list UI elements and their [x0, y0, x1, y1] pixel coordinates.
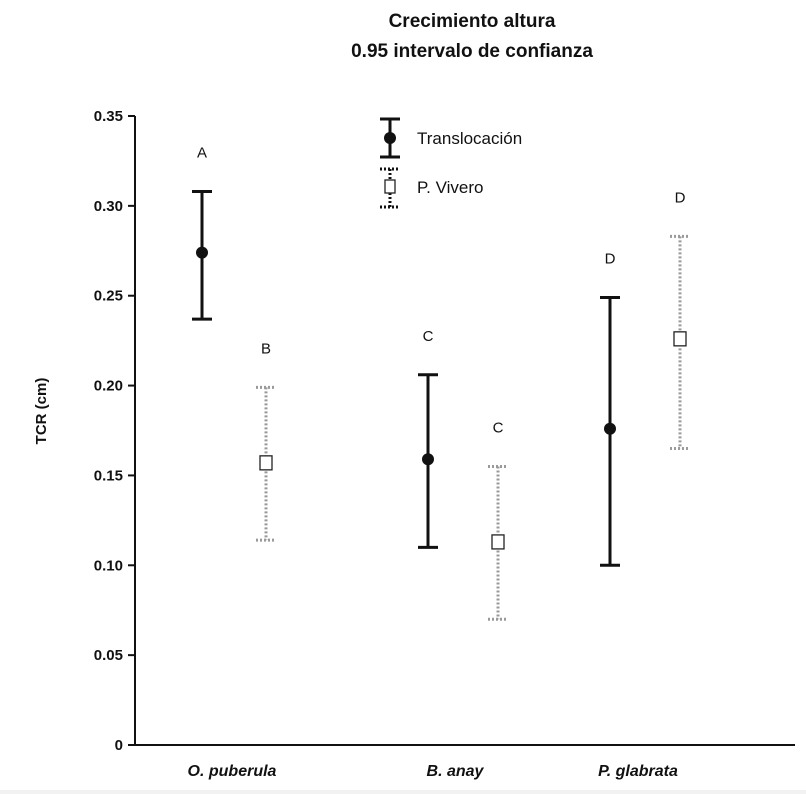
y-tick-label: 0 — [115, 737, 123, 754]
mean-marker — [604, 422, 616, 435]
chart-title: Crecimiento altura 0.95 intervalo de con… — [351, 11, 593, 62]
legend: Translocación P. Vivero — [380, 117, 522, 209]
series-group: A C D B C D — [192, 144, 690, 621]
group-letter-label: D — [605, 251, 616, 268]
mean-marker — [196, 246, 208, 259]
y-tick-label: 0.30 — [94, 198, 123, 215]
axes — [134, 116, 795, 746]
x-category-labels: O. puberula B. anay P. glabrata — [188, 763, 678, 780]
mean-marker — [673, 331, 687, 347]
y-tick-label: 0.15 — [94, 467, 123, 484]
legend-vivero-marker — [384, 179, 396, 194]
group-letter-label: B — [261, 340, 271, 357]
mean-marker — [259, 455, 273, 471]
legend-vivero-label: P. Vivero — [417, 178, 483, 197]
chart-title-line-1: Crecimiento altura — [389, 11, 556, 32]
series-vivero: B C D — [256, 189, 690, 621]
y-tick-label: 0.25 — [94, 288, 123, 305]
x-category-label: O. puberula — [188, 763, 277, 780]
series-translocacion: A C D — [192, 144, 620, 567]
y-tick-label: 0.10 — [94, 557, 123, 574]
y-axis-label: TCR (cm) — [33, 378, 50, 445]
y-tick-label: 0.35 — [94, 108, 123, 125]
chart-title-line-2: 0.95 intervalo de confianza — [351, 41, 593, 62]
legend-translocacion-marker — [384, 132, 396, 144]
group-letter-label: C — [423, 328, 434, 345]
y-tick-label: 0.05 — [94, 647, 123, 664]
legend-translocacion-label: Translocación — [417, 129, 522, 148]
x-category-label: P. glabrata — [598, 763, 678, 780]
y-ticks: 0 0.05 0.10 0.15 0.20 0.25 0.30 0.35 — [94, 108, 135, 754]
y-tick-label: 0.20 — [94, 378, 123, 395]
group-letter-label: D — [675, 189, 686, 206]
group-letter-label: A — [197, 144, 207, 161]
bottom-band — [0, 790, 806, 794]
mean-marker — [491, 534, 505, 550]
x-category-label: B. anay — [427, 763, 485, 780]
group-letter-label: C — [493, 419, 504, 436]
mean-marker — [422, 453, 434, 466]
